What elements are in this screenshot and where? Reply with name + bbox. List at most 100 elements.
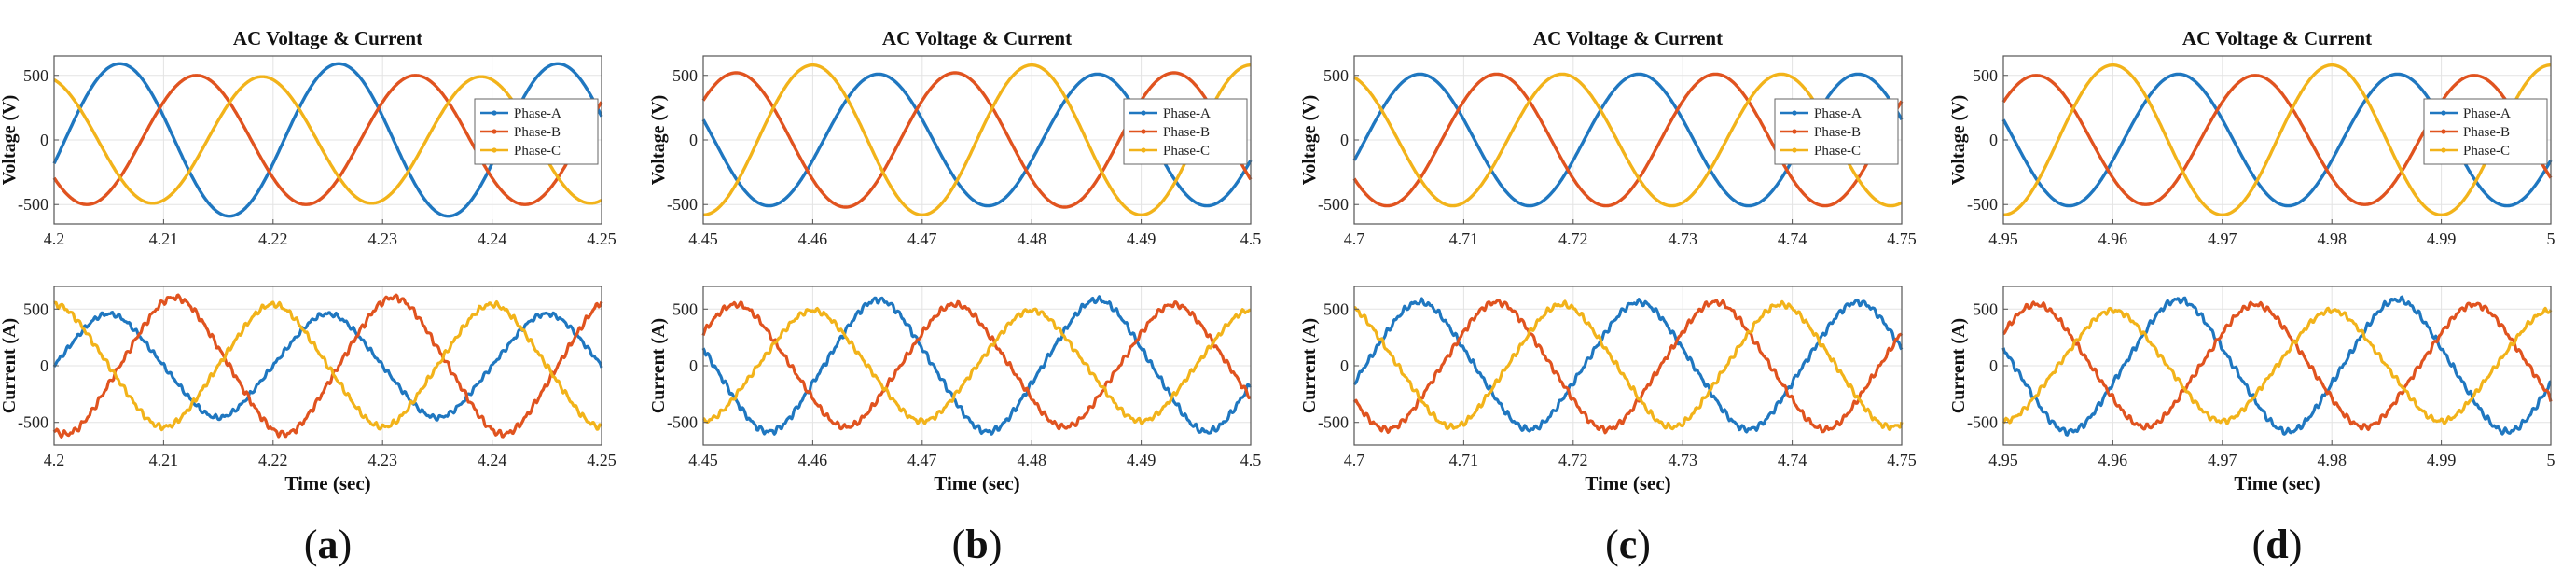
- legend-marker-phase-a: [2441, 110, 2446, 116]
- y-tick-label: 0: [1340, 356, 1349, 375]
- series-line-phase-c: [702, 307, 1252, 425]
- legend-marker-phase-c: [1792, 147, 1797, 153]
- y-tick-label: 500: [672, 66, 698, 85]
- series-line-phase-b: [52, 293, 603, 439]
- legend-label-phase-c: Phase-C: [514, 144, 561, 159]
- x-axis-label: Time (sec): [284, 472, 370, 494]
- y-tick-label: 500: [1323, 299, 1349, 318]
- legend-label-phase-b: Phase-B: [1814, 125, 1861, 140]
- x-tick-label: 4.21: [149, 230, 179, 248]
- chart-panel-3: 4.7 4.71 4.72 4.73 4.74 4.75 500 0 -500 AC Voltag…: [1299, 27, 1917, 248]
- series-line-phase-c: [1353, 299, 1904, 432]
- y-tick-label: -500: [667, 413, 698, 432]
- legend: Phase-A Phase-B Phase-C: [474, 98, 599, 165]
- subfigure-letter: a: [318, 522, 339, 567]
- legend-label-phase-a: Phase-A: [1163, 106, 1211, 121]
- legend: Phase-A Phase-B Phase-C: [2423, 98, 2548, 165]
- series-line-phase-b: [52, 74, 603, 206]
- subfigure-caption-d: (d): [2252, 522, 2303, 567]
- y-axis-label: Current (A): [1948, 318, 1969, 413]
- x-tick-label: 4.25: [587, 230, 616, 248]
- x-tick-label: 4.74: [1778, 451, 1807, 469]
- x-tick-label: 4.46: [798, 451, 828, 469]
- legend-label-phase-a: Phase-A: [2463, 106, 2511, 121]
- x-tick-label: 4.73: [1668, 451, 1697, 469]
- x-tick-label: 4.22: [258, 451, 288, 469]
- y-tick-label: -500: [1967, 413, 1998, 432]
- y-axis-label: Voltage (V): [0, 95, 20, 185]
- x-tick-label: 4.48: [1017, 451, 1046, 469]
- legend-label-phase-c: Phase-C: [1163, 144, 1210, 159]
- series-line-phase-a: [701, 295, 1252, 436]
- legend-label-phase-a: Phase-A: [1814, 106, 1862, 121]
- chart-panel-4: 4.95 4.96 4.97 4.98 4.99 5 500 0 -500 AC Voltage …: [1948, 27, 2555, 248]
- x-tick-label: 4.24: [478, 451, 507, 469]
- y-tick-label: 0: [689, 356, 698, 375]
- x-tick-label: 4.45: [688, 451, 718, 469]
- series-line-phase-c: [702, 63, 1252, 216]
- legend-marker-phase-b: [2441, 129, 2446, 134]
- x-tick-label: 4.97: [2208, 230, 2237, 248]
- x-axis-label: Time (sec): [934, 472, 1019, 494]
- y-tick-label: 0: [40, 131, 48, 149]
- y-tick-label: -500: [667, 195, 698, 214]
- x-tick-label: 4.96: [2098, 451, 2128, 469]
- x-tick-label: 4.7: [1344, 451, 1365, 469]
- y-axis-label: Voltage (V): [1299, 95, 1320, 185]
- subfigure-caption-c: (c): [1605, 522, 1651, 567]
- subfigure-caption-a: (a): [304, 522, 352, 567]
- x-tick-label: 4.72: [1558, 451, 1588, 469]
- x-tick-label: 4.2: [44, 230, 65, 248]
- series-line-phase-a: [1353, 297, 1904, 434]
- x-tick-label: 4.49: [1127, 230, 1156, 248]
- series-line-phase-a: [52, 311, 603, 422]
- x-tick-label: 4.98: [2317, 230, 2347, 248]
- y-tick-label: 500: [1323, 66, 1349, 85]
- legend: Phase-A Phase-B Phase-C: [1774, 98, 1899, 165]
- legend-label-phase-b: Phase-B: [514, 125, 561, 140]
- series-line-phase-b: [1352, 72, 1904, 208]
- x-tick-label: 4.21: [149, 451, 179, 469]
- series-line-phase-c: [53, 299, 603, 432]
- y-tick-label: 500: [672, 299, 698, 318]
- x-tick-label: 4.5: [1240, 451, 1262, 469]
- series-line-phase-b: [2001, 74, 2553, 206]
- chart-title: AC Voltage & Current: [2182, 27, 2372, 49]
- y-tick-label: -500: [1318, 195, 1349, 214]
- legend-label-phase-a: Phase-A: [514, 106, 561, 121]
- series-line-phase-c: [1353, 72, 1903, 208]
- x-tick-label: 4.99: [2427, 230, 2457, 248]
- series-line-phase-b: [701, 71, 1253, 209]
- subfigure-letter: c: [1619, 522, 1638, 567]
- legend-label-phase-c: Phase-C: [1814, 144, 1861, 159]
- subfigure-caption-b: (b): [952, 522, 1003, 567]
- legend-marker-phase-a: [1141, 110, 1146, 116]
- legend-label-phase-b: Phase-B: [2463, 125, 2510, 140]
- chart-panel-1: 4.2 4.21 4.22 4.23 4.24 4.25 500 0 -500 AC Voltag…: [0, 27, 616, 248]
- x-tick-label: 4.75: [1887, 451, 1917, 469]
- y-tick-label: 500: [1973, 66, 1998, 85]
- y-tick-label: -500: [1318, 413, 1349, 432]
- legend-marker-phase-c: [1141, 147, 1146, 153]
- x-axis-label: Time (sec): [2234, 472, 2320, 494]
- x-tick-label: 4.22: [258, 230, 288, 248]
- x-tick-label: 4.99: [2427, 451, 2457, 469]
- x-tick-label: 4.97: [2208, 451, 2237, 469]
- y-tick-label: 0: [689, 131, 698, 149]
- x-tick-label: 4.46: [798, 230, 828, 248]
- legend-marker-phase-a: [1792, 110, 1797, 116]
- x-tick-label: 4.24: [478, 230, 507, 248]
- x-tick-label: 5: [2547, 230, 2555, 248]
- series-line-phase-c: [2001, 306, 2553, 425]
- y-axis-label: Current (A): [0, 318, 20, 413]
- y-axis-label: Voltage (V): [648, 95, 669, 185]
- x-tick-label: 4.2: [44, 451, 65, 469]
- x-tick-label: 4.74: [1778, 230, 1807, 248]
- y-axis-label: Current (A): [1299, 318, 1320, 413]
- series-line-phase-c: [53, 75, 602, 205]
- series-line-phase-c: [2002, 63, 2552, 216]
